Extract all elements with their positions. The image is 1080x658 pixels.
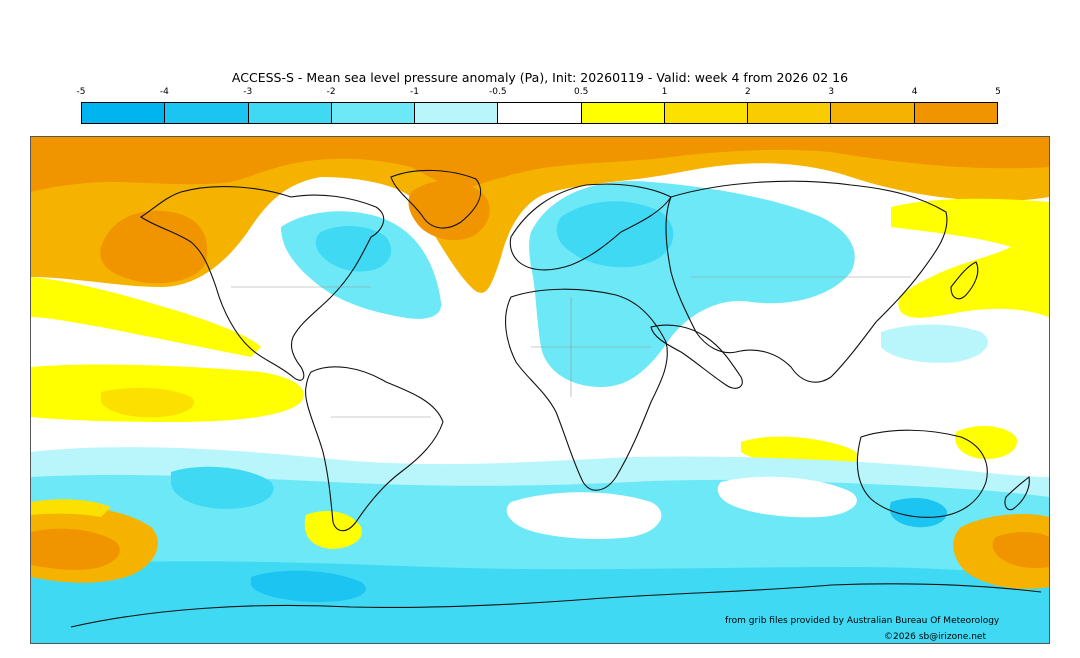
anomaly-scandinavia-strong [556,201,674,268]
anomaly-south-atlantic-core [251,570,367,602]
anomaly-arctic-positive [31,137,1049,293]
anomaly-east-pacific-core [101,387,195,418]
anomaly-tasman-core [889,497,947,528]
anomaly-patagonia-positive [304,511,362,549]
colorbar-segment [415,103,499,123]
colorbar-tick-label: 0.5 [574,87,589,97]
coastline-arabia-india [650,324,743,389]
anomaly-se-pacific-outer [31,499,111,517]
chart-title: ACCESS-S - Mean sea level pressure anoma… [231,70,849,85]
colorbar-segment [748,103,832,123]
coastline-greenland [390,169,481,229]
colorbar-segment [498,103,582,123]
anomaly-hudson-strong [315,225,392,272]
anomaly-south-pacific-core [171,466,274,509]
colorbar-segment [331,103,416,123]
colorbar-segment [82,103,166,123]
anomaly-pacific-positive [31,277,261,357]
colorbar-segment [914,103,997,123]
coastline-antarctica [70,583,1042,628]
coastline-europe [509,183,672,271]
anomaly-indian-white [717,476,857,518]
world-map [31,137,1049,643]
anomaly-greenland-high [408,180,490,241]
colorbar-tick-label: -3 [243,87,253,97]
coastline-north-america [140,186,385,381]
colorbar-tick-label: -4 [159,87,169,97]
coastline-new-zealand [1004,475,1030,511]
colorbar-tick-label: 5 [995,87,1001,97]
coastline-asia [665,180,948,383]
borders [231,276,911,418]
colorbar-tick-label: 4 [911,87,918,97]
anomaly-nw-pacific-positive [891,198,1049,318]
colorbar-tick-label: 1 [661,87,668,97]
anomaly-se-pacific-core [31,528,120,570]
colorbar-tick-label: 2 [745,87,751,97]
colorbar-segment [581,103,665,123]
coastline-south-america [305,366,444,532]
colorbar-segment [831,103,915,123]
anomaly-alaska-high [100,210,208,284]
map-frame [30,136,1050,644]
anomaly-coral-sea-positive [955,425,1017,459]
anomaly-arctic-strong [31,137,1049,192]
anomaly-southern-ocean-light [31,447,1049,497]
source-credit: from grib files provided by Australian B… [725,616,1000,626]
anomaly-west-pacific-negative [881,324,988,363]
anomaly-nz-core [992,532,1049,569]
coastline-japan [950,261,979,300]
anomaly-south-atlantic-white [506,492,662,539]
colorbar-tick-label: -2 [326,87,336,97]
coastline-africa [505,288,668,491]
coastline-australia [856,429,988,518]
colorbar-tick-label: -5 [76,87,86,97]
colorbar-segment [664,103,749,123]
colorbar-tick-label: 3 [828,87,835,97]
colorbar-segment [165,103,249,123]
colorbar-segment [248,103,332,123]
coastlines [70,169,1042,628]
copyright-credit: ©2026 sb@irizone.net [884,632,986,642]
colorbar [81,102,998,124]
colorbar-tick-label: -1 [409,87,419,97]
colorbar-tick-label: -0.5 [489,87,507,97]
